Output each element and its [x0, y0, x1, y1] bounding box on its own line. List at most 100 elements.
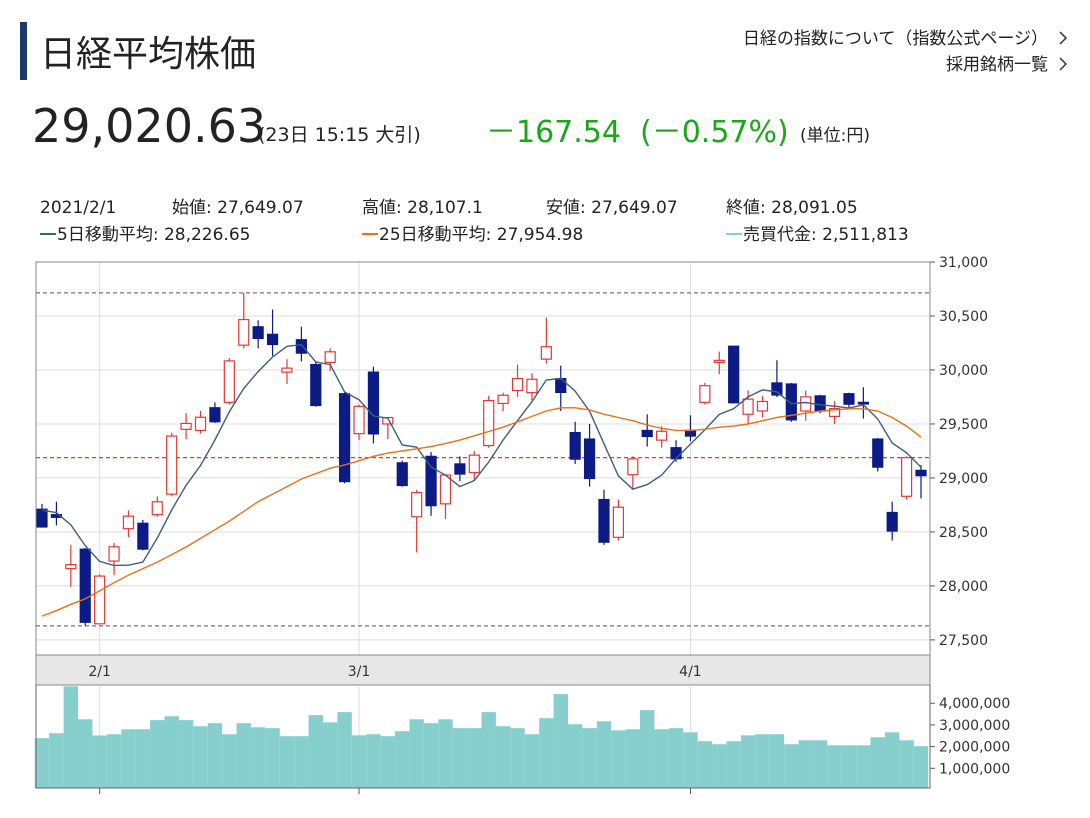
volume-bar	[207, 723, 223, 788]
volume-bar	[34, 738, 50, 788]
volume-bar	[423, 723, 439, 788]
page-title: 日経平均株価	[40, 34, 256, 75]
candle-body	[108, 546, 120, 562]
price-time: (23日 15:15 大引)	[258, 124, 421, 146]
volume-bar	[92, 735, 107, 788]
volume-y-tick-label: 3,000,000	[939, 718, 1010, 734]
y-tick-label: 27,500	[939, 633, 988, 649]
candle-body	[411, 492, 423, 518]
candle-body	[756, 400, 769, 412]
info-volume: 売買代金: 2,511,813	[743, 225, 909, 245]
volume-bar	[106, 734, 122, 788]
x-tick-label: 2/1	[88, 664, 111, 680]
candle-body	[439, 474, 452, 505]
candle-body	[713, 359, 725, 364]
candle-body	[828, 408, 841, 417]
chevron	[1059, 31, 1068, 45]
price-change: －167.54	[486, 115, 621, 150]
volume-bar	[640, 710, 655, 788]
candle-body	[583, 438, 596, 480]
volume-bar	[798, 740, 813, 788]
candle-body	[137, 522, 149, 550]
volume-bar	[856, 745, 871, 788]
candle-body	[670, 447, 682, 460]
volume-bar	[899, 740, 914, 788]
candle-body	[353, 405, 365, 435]
info-date: 2021/2/1	[40, 198, 116, 218]
candle-body	[468, 454, 480, 474]
candle-body	[324, 351, 336, 364]
candle-body	[223, 360, 235, 403]
constituents-link[interactable]: 採用銘柄一覧	[946, 55, 1048, 75]
index-link[interactable]: 日経の指数について（指数公式ページ）	[743, 29, 1048, 49]
price-change-pct: (－0.57%)	[640, 115, 789, 150]
volume-bar	[697, 741, 713, 788]
moving-average-line	[41, 343, 922, 567]
volume-bar	[625, 729, 641, 788]
candle-body	[367, 371, 380, 435]
candle-body	[915, 469, 927, 477]
candle-body	[425, 455, 437, 507]
volume-bar	[567, 724, 583, 788]
volume-bar	[668, 728, 684, 788]
candle-body	[656, 430, 668, 441]
candle-body	[814, 395, 826, 412]
candle-body	[266, 333, 279, 346]
candle-body	[79, 548, 91, 623]
volume-bar	[49, 733, 64, 788]
volume-bar	[395, 731, 410, 788]
candle-body	[339, 393, 351, 483]
plot: 27,500 28,000 28,500 29,000 29,500 30,000 30,5…	[34, 255, 1010, 794]
volume-bar	[481, 712, 496, 788]
title-accent	[20, 22, 27, 80]
volume-bar	[150, 720, 165, 788]
volume-bar	[812, 740, 828, 788]
candle-body	[641, 429, 653, 438]
volume-bar	[913, 746, 929, 788]
volume-bar	[279, 736, 295, 788]
volume-bar	[683, 732, 698, 788]
candle-body	[728, 345, 740, 404]
volume-bar	[726, 741, 741, 788]
x-tick-label: 3/1	[348, 664, 371, 680]
candle-body	[598, 498, 610, 543]
candle-body	[872, 438, 884, 468]
volume-bar	[322, 722, 338, 788]
y-tick-label: 28,500	[939, 525, 988, 541]
volume-bar	[510, 728, 525, 788]
candle-body	[94, 575, 106, 625]
volume-bar	[582, 728, 597, 788]
candle-body	[180, 422, 192, 430]
volume-bar	[553, 694, 568, 788]
x-tick-label: 4/1	[679, 664, 702, 680]
volume-bar	[366, 734, 381, 788]
volume-bar	[409, 719, 424, 788]
volume-bar	[611, 730, 626, 788]
candle-body	[166, 435, 178, 495]
info-open: 始値: 27,649.07	[172, 198, 304, 218]
volume-bar	[121, 729, 136, 788]
candle-body	[295, 339, 307, 354]
info-low: 安値: 27,649.07	[546, 198, 678, 218]
candle-body	[900, 457, 913, 497]
volume-bar	[539, 718, 554, 788]
candle-body	[627, 458, 639, 476]
volume-bar	[784, 744, 799, 788]
candle-body	[209, 407, 221, 423]
candle-body	[151, 501, 163, 516]
volume-bar	[178, 720, 194, 788]
volume-bar	[308, 715, 323, 788]
candle-body	[569, 431, 581, 460]
y-tick-label: 29,500	[939, 417, 988, 433]
price-panel	[36, 262, 930, 655]
volume-bar	[841, 745, 857, 788]
volume-bar	[351, 735, 367, 788]
candle-body	[771, 382, 783, 396]
candle-body	[857, 401, 869, 405]
volume-bar	[654, 729, 669, 788]
candle-body	[742, 398, 754, 415]
candle-body	[122, 515, 135, 530]
info-high: 高値: 28,107.1	[362, 198, 483, 218]
volume-bar	[467, 728, 482, 788]
volume-bar	[596, 721, 612, 788]
